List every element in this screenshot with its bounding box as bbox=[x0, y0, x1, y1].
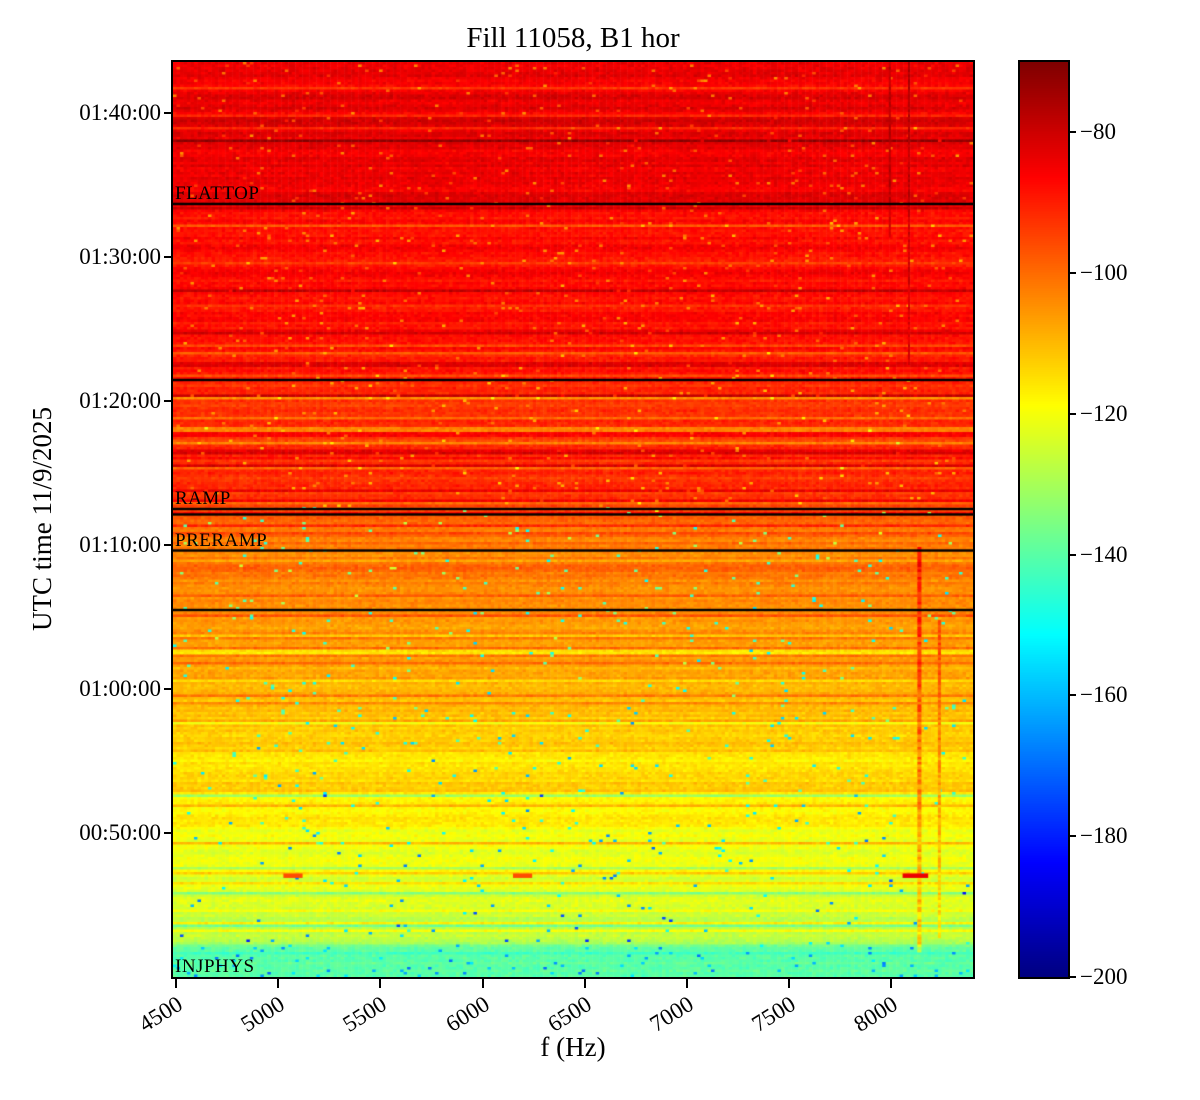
y-tick-label: 01:40:00 bbox=[79, 99, 161, 125]
y-tick-label: 01:20:00 bbox=[79, 388, 161, 413]
event-label-flattop: FLATTOP bbox=[175, 183, 260, 204]
colorbar-tick-mark bbox=[1068, 131, 1076, 134]
chart-title: Fill 11058, B1 hor bbox=[466, 22, 680, 54]
colorbar-tick-label: −160 bbox=[1080, 682, 1128, 708]
colorbar-tick-mark bbox=[1068, 835, 1076, 838]
colorbar-tick-mark bbox=[1068, 272, 1076, 275]
y-axis-label: UTC time 11/9/2025 bbox=[27, 407, 57, 631]
colorbar-gradient bbox=[1020, 62, 1068, 977]
x-tick-mark bbox=[277, 979, 280, 988]
y-tick-mark bbox=[164, 687, 173, 690]
x-tick-mark bbox=[175, 979, 178, 988]
colorbar-tick-mark bbox=[1068, 694, 1076, 697]
x-tick-mark bbox=[788, 979, 791, 988]
x-tick-mark bbox=[685, 979, 688, 988]
y-tick-mark bbox=[164, 111, 173, 114]
plot-area: FLATTOP RAMP PRERAMP INJPHYS bbox=[171, 60, 975, 979]
y-tick-mark bbox=[164, 255, 173, 258]
x-tick-mark bbox=[583, 979, 586, 988]
colorbar-tick-label: −140 bbox=[1080, 541, 1128, 567]
colorbar-tick-mark bbox=[1068, 976, 1076, 978]
y-tick-label: 01:10:00 bbox=[79, 532, 161, 558]
colorbar-tick-label: −180 bbox=[1080, 823, 1128, 849]
event-label-ramp: RAMP bbox=[175, 487, 231, 509]
y-tick-label: 00:50:00 bbox=[79, 819, 161, 845]
event-label-preramp: PRERAMP bbox=[175, 529, 268, 551]
x-tick-mark bbox=[890, 979, 893, 988]
x-tick-mark bbox=[379, 979, 382, 988]
colorbar-tick-label: −80 bbox=[1080, 119, 1116, 145]
y-tick-mark bbox=[164, 831, 173, 834]
colorbar-tick-mark bbox=[1068, 412, 1076, 415]
colorbar-tick-label: −200 bbox=[1080, 964, 1128, 989]
colorbar-tick-label: −120 bbox=[1080, 400, 1128, 426]
x-tick-mark bbox=[481, 979, 484, 988]
y-tick-label: 01:30:00 bbox=[79, 243, 161, 269]
colorbar-tick-label: −100 bbox=[1080, 260, 1128, 286]
spectrogram-heatmap bbox=[173, 62, 973, 977]
event-label-injphys: INJPHYS bbox=[175, 956, 255, 977]
y-tick-mark bbox=[164, 544, 173, 547]
colorbar bbox=[1018, 60, 1070, 979]
y-tick-label: 01:00:00 bbox=[79, 675, 161, 701]
colorbar-tick-mark bbox=[1068, 553, 1076, 556]
x-axis-label: f (Hz) bbox=[540, 1032, 606, 1062]
y-tick-mark bbox=[164, 400, 173, 402]
